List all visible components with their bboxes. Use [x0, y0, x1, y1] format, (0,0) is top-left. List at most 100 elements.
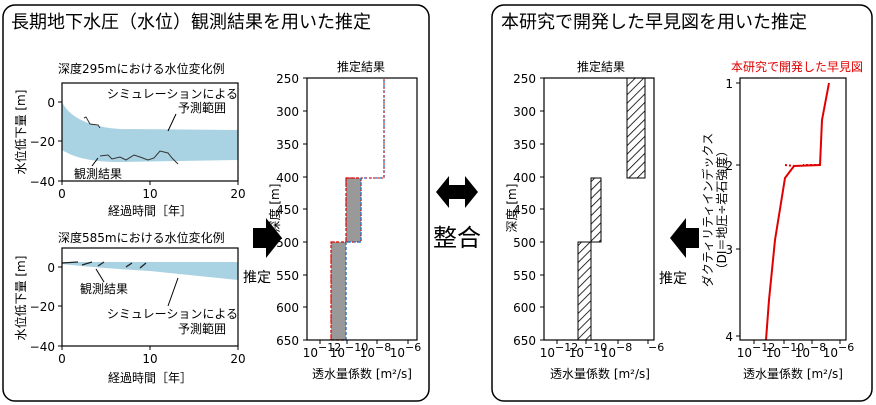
left-estimate-plot: 推定結果 250 300 350 400 450 500 550 600 650…	[267, 59, 421, 381]
right-panel-title: 本研究で開発した早見図を用いた推定	[501, 12, 807, 33]
plot-295-xtick-1: 10	[142, 187, 157, 201]
plot-585-ylabel: 水位低下量 [m]	[13, 256, 28, 341]
right-chart-ytick-0: 1	[725, 77, 733, 91]
plot-295-observed-line-1	[83, 116, 101, 129]
plot-585-observed-lines	[61, 261, 147, 269]
left-estimate-xtick-exp-1: −10	[345, 341, 368, 354]
right-estimate-xtick-exp-0: −12	[555, 341, 578, 354]
left-estimate-title: 推定結果	[337, 59, 385, 74]
left-estimate-xtick-exp-3: −6	[405, 341, 421, 354]
plot-585-xlabel: 経過時間［年］	[108, 371, 192, 385]
right-chart-dotted-segment	[784, 164, 795, 167]
right-estimate-ytick-4: 450	[513, 203, 536, 217]
right-estimate-ytick-3: 400	[513, 171, 536, 185]
right-chart-frame	[739, 77, 847, 341]
right-panel: 本研究で開発した早見図を用いた推定 推定結果 250 300 350 400 4…	[491, 4, 873, 402]
right-chart-xtick-0: 10	[737, 346, 752, 360]
right-panel-border	[491, 4, 873, 402]
plot-585-xtick-0: 0	[58, 352, 66, 366]
left-estimate-bar-400-450	[345, 177, 362, 243]
right-chart-ytick-3: 4	[725, 330, 733, 344]
plot-295-ytick-2: −40	[30, 175, 55, 189]
right-estimate-xtick-2: 10	[601, 346, 616, 360]
right-arrow-icon	[253, 218, 282, 258]
right-chart-xtick-3: 10	[823, 346, 838, 360]
right-chart-xlabel: 透水量係数 [m²/s]	[743, 366, 843, 381]
plot-295-ytick-0: 0	[47, 96, 55, 110]
left-estimate-xtick-1: 10	[330, 346, 345, 360]
middle-connector: 整合	[433, 176, 481, 252]
plot-295-obs-leader	[91, 157, 99, 167]
right-chart-ytick-1: 2	[725, 159, 733, 173]
left-panel-title: 長期地下水圧（水位）観測結果を用いた推定	[11, 12, 371, 33]
right-estimate-xtick-exp-1: −10	[584, 341, 607, 354]
left-estimate-xtick-3: 10	[390, 346, 405, 360]
plot-295-sim-label-1: シミュレーションによる	[107, 87, 238, 101]
right-estimate-bar-400-450	[590, 177, 602, 243]
left-estimate-ytick-7: 600	[276, 301, 299, 315]
right-estimate-bar-250-400	[626, 77, 646, 179]
right-chart-xtick-exp-3: −6	[838, 341, 854, 354]
plot-585-sim-leader	[167, 277, 179, 307]
left-estimate-ytick-2: 350	[276, 138, 299, 152]
right-estimate-ytick-2: 350	[513, 138, 536, 152]
right-estimate-plot: 推定結果 250 300 350 400 450 500 550 600 650…	[504, 59, 664, 381]
plot-585-ytick-1: −20	[30, 300, 55, 314]
plot-295-obs-label: 観測結果	[74, 167, 122, 181]
plot-585-obs-label: 観測結果	[80, 282, 128, 296]
plot-295-ytick-1: −20	[30, 135, 55, 149]
left-panel: 長期地下水圧（水位）観測結果を用いた推定 深度295mにおける水位変化例 0 −…	[2, 4, 430, 402]
plot-295-xtick-2: 20	[230, 187, 245, 201]
left-estimate-ytick-5: 500	[276, 236, 299, 250]
left-estimate-line-red	[330, 78, 385, 340]
plot-295-ylabel: 水位低下量 [m]	[13, 90, 28, 175]
left-estimate-ytick-4: 450	[276, 203, 299, 217]
left-estimate-ytick-3: 400	[276, 171, 299, 185]
right-estimate-ytick-1: 300	[513, 105, 536, 119]
plot-295: 深度295mにおける水位変化例 0 −20 −40 0 10 20 経過時間［年…	[13, 61, 246, 218]
left-estimate-ylabel: 深度 [m]	[267, 184, 282, 233]
left-estimate-ytick-6: 550	[276, 269, 299, 283]
right-chart-ylabel-1: ダクティリティインデックス	[700, 133, 715, 287]
double-arrow-icon	[436, 176, 478, 208]
right-estimate-ylabel: 深度 [m]	[504, 184, 519, 233]
left-estimate-line-blue	[345, 78, 385, 340]
plot-585-sim-label-2: 予測範囲	[178, 321, 226, 336]
right-estimate-xtick-0: 10	[540, 346, 555, 360]
right-chart-xtick-1: 10	[766, 346, 781, 360]
plot-295-observed-line-2	[99, 150, 179, 165]
plot-585-xtick-2: 20	[230, 352, 245, 366]
plot-585-xtick-1: 10	[142, 352, 157, 366]
right-chart-xtick-exp-2: −8	[810, 341, 826, 354]
right-estimate-xtick-exp-3: −6	[648, 341, 664, 354]
right-estimate-title: 推定結果	[577, 59, 625, 74]
right-chart-curve-upper	[765, 82, 830, 341]
right-estimate-xtick-1: 10	[569, 346, 584, 360]
right-estimate-ytick-7: 600	[513, 301, 536, 315]
right-chart-xtick-exp-1: −10	[781, 341, 804, 354]
right-estimate-ytick-0: 250	[513, 72, 536, 86]
plot-585-sim-label-1: シミュレーションによる	[107, 307, 238, 321]
right-estimate-bar-500-650	[577, 241, 592, 341]
right-estimate-xlabel: 透水量係数 [m²/s]	[550, 366, 650, 381]
plot-295-xlabel: 経過時間［年］	[108, 204, 192, 218]
right-estimate-ytick-8: 650	[513, 334, 536, 348]
left-panel-border	[2, 4, 430, 402]
left-estimate-xtick-2: 10	[360, 346, 375, 360]
plot-585: 深度585mにおける水位変化例 0 −20 −40 0 10 20 経過時間［年…	[13, 230, 246, 385]
left-estimate-arrow-label: 推定	[243, 270, 271, 286]
plot-585-ytick-2: −40	[30, 340, 55, 354]
match-label: 整合	[433, 224, 481, 252]
right-chart-title: 本研究で開発した早見図	[731, 59, 863, 74]
left-estimate-ytick-8: 650	[276, 334, 299, 348]
right-estimate-arrow-label: 推定	[659, 271, 687, 287]
left-estimate-xlabel: 透水量係数 [m²/s]	[312, 366, 412, 381]
left-estimate-frame	[306, 77, 418, 341]
plot-295-sim-leader	[167, 113, 177, 132]
right-chart-ylabel-2: （DI＝地圧÷岩石強度）	[714, 145, 729, 276]
left-estimate-ytick-0: 250	[276, 72, 299, 86]
left-estimate-xtick-exp-2: −8	[375, 341, 391, 354]
right-chart-ytick-2: 3	[725, 243, 733, 257]
right-estimate-ytick-6: 550	[513, 269, 536, 283]
